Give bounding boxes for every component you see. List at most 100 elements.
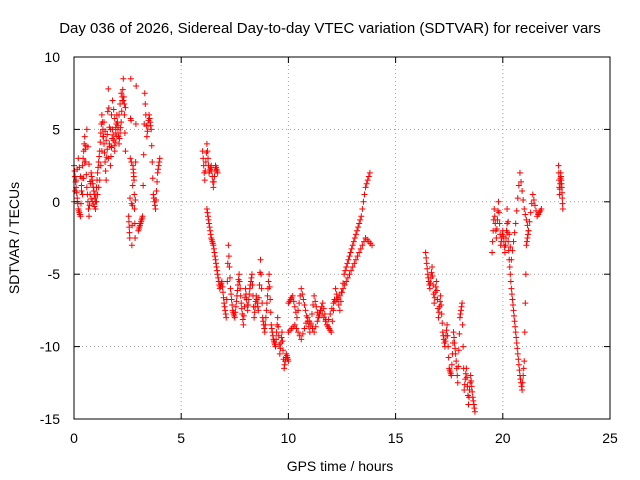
data-point	[522, 271, 529, 278]
x-tick-label: 10	[281, 430, 297, 446]
data-point	[515, 356, 522, 363]
data-point	[154, 178, 161, 185]
data-point	[238, 300, 245, 307]
data-point	[90, 187, 97, 194]
data-point	[296, 332, 303, 339]
data-point	[94, 191, 101, 198]
data-point	[211, 173, 218, 180]
data-point	[358, 213, 365, 220]
data-point	[431, 300, 438, 307]
data-point	[298, 336, 305, 343]
data-point	[467, 372, 474, 379]
data-point	[111, 148, 118, 155]
data-point	[514, 195, 521, 202]
data-point	[359, 242, 366, 249]
data-point	[310, 301, 317, 308]
data-point	[132, 158, 139, 165]
plot-frame	[73, 56, 611, 420]
data-point	[139, 213, 146, 220]
data-point	[465, 401, 472, 408]
data-point	[559, 195, 566, 202]
data-point	[365, 173, 372, 180]
data-point	[149, 158, 156, 165]
data-point	[512, 329, 519, 336]
data-point	[512, 220, 519, 227]
data-point	[445, 343, 452, 350]
data-point	[521, 358, 528, 365]
data-point	[126, 235, 133, 241]
x-tick-label: 25	[602, 430, 618, 446]
data-point	[459, 321, 466, 328]
data-point	[133, 82, 140, 89]
data-point	[355, 224, 362, 231]
data-point	[132, 235, 139, 241]
data-point	[426, 285, 433, 292]
data-point	[505, 238, 512, 245]
data-point	[140, 151, 147, 158]
data-point	[450, 329, 457, 336]
data-point	[86, 213, 93, 220]
data-point	[530, 196, 537, 203]
x-tick-label: 20	[495, 430, 511, 446]
data-point	[143, 133, 150, 140]
data-point	[452, 350, 459, 357]
data-point	[278, 334, 285, 341]
data-point	[558, 184, 565, 191]
data-point	[248, 271, 255, 278]
data-point	[211, 253, 218, 260]
data-point	[120, 97, 127, 104]
data-point	[319, 311, 326, 318]
data-point	[454, 379, 461, 386]
data-point	[246, 285, 253, 292]
data-point	[214, 271, 221, 278]
data-point	[303, 320, 310, 327]
data-point	[435, 314, 442, 321]
data-point	[247, 278, 254, 285]
data-point	[506, 231, 513, 238]
data-point	[220, 289, 227, 296]
data-point	[104, 131, 111, 138]
data-point	[518, 178, 525, 185]
data-point	[78, 182, 85, 189]
data-point	[340, 285, 347, 292]
data-point	[513, 339, 520, 346]
data-point	[120, 75, 127, 82]
data-point	[329, 318, 336, 325]
y-tick-label: -10	[40, 339, 60, 355]
data-point	[118, 90, 125, 97]
data-point	[346, 253, 353, 260]
data-point	[267, 296, 274, 303]
data-point	[502, 242, 509, 249]
data-point	[451, 334, 458, 341]
data-point	[354, 253, 361, 260]
data-point	[531, 202, 538, 209]
data-point	[343, 263, 350, 270]
data-point	[257, 256, 264, 263]
data-point	[336, 292, 343, 299]
data-point	[496, 209, 503, 216]
data-point	[264, 292, 271, 299]
data-point	[515, 361, 522, 368]
data-point	[280, 347, 287, 354]
data-point	[222, 307, 229, 314]
data-point	[513, 207, 520, 214]
data-point	[262, 321, 269, 328]
data-point	[319, 300, 326, 307]
data-point	[428, 269, 435, 276]
data-point	[202, 158, 209, 165]
data-point	[352, 256, 359, 263]
data-point	[265, 278, 272, 285]
data-point	[525, 227, 532, 234]
data-point	[125, 218, 132, 225]
data-point	[346, 271, 353, 278]
data-point	[144, 128, 151, 135]
data-point	[111, 142, 118, 149]
data-point	[314, 318, 321, 325]
data-point	[204, 148, 211, 155]
data-point	[422, 249, 429, 256]
data-point	[142, 101, 149, 108]
data-point	[236, 278, 243, 285]
data-point	[501, 249, 508, 256]
data-point	[559, 189, 566, 196]
data-point	[352, 231, 359, 238]
